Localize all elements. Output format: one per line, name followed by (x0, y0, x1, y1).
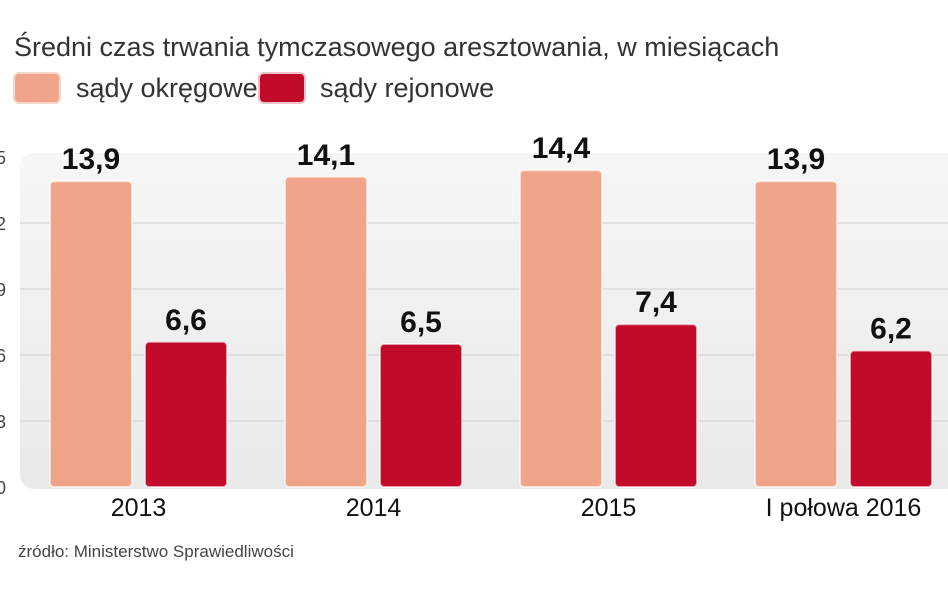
data-label: 13,9 (62, 143, 120, 176)
source-note: źródło: Ministerstwo Sprawiedliwości (18, 542, 294, 561)
y-tick-label: 12 (0, 214, 6, 234)
bar-okregowe (754, 180, 838, 488)
y-tick-label: 9 (0, 280, 6, 300)
data-label: 7,4 (635, 286, 677, 319)
chart-title: Średni czas trwania tymczasowego areszto… (14, 30, 779, 62)
y-tick-label: 0 (0, 478, 6, 498)
data-label: 6,5 (400, 306, 442, 339)
bar-rejonowe (849, 349, 933, 488)
plot-background (20, 153, 948, 489)
y-tick-label: 6 (0, 346, 6, 366)
y-tick-label: 15 (0, 148, 6, 168)
bar-okregowe (49, 180, 133, 488)
x-category-label: 2014 (346, 494, 402, 522)
data-label: 14,4 (532, 132, 591, 165)
bar-okregowe (284, 175, 368, 489)
legend-label-okregowe: sądy okręgowe (76, 73, 258, 103)
x-category-label: 2015 (581, 494, 637, 522)
data-label: 6,2 (870, 313, 912, 346)
bar-rejonowe (379, 343, 463, 488)
legend: sądy okręgowe sądy rejonowe (13, 72, 494, 104)
bar-rejonowe (144, 340, 228, 488)
data-label: 13,9 (767, 143, 825, 176)
x-category-label: I połowa 2016 (766, 494, 922, 522)
bar-okregowe (519, 169, 603, 488)
bar-rejonowe (614, 323, 698, 489)
data-label: 14,1 (297, 139, 355, 172)
data-label: 6,6 (165, 304, 207, 337)
legend-swatch-okregowe (13, 72, 61, 104)
x-category-label: 2013 (111, 494, 167, 522)
legend-label-rejonowe: sądy rejonowe (320, 73, 494, 103)
legend-swatch-rejonowe (258, 72, 306, 104)
y-tick-label: 3 (0, 412, 6, 432)
